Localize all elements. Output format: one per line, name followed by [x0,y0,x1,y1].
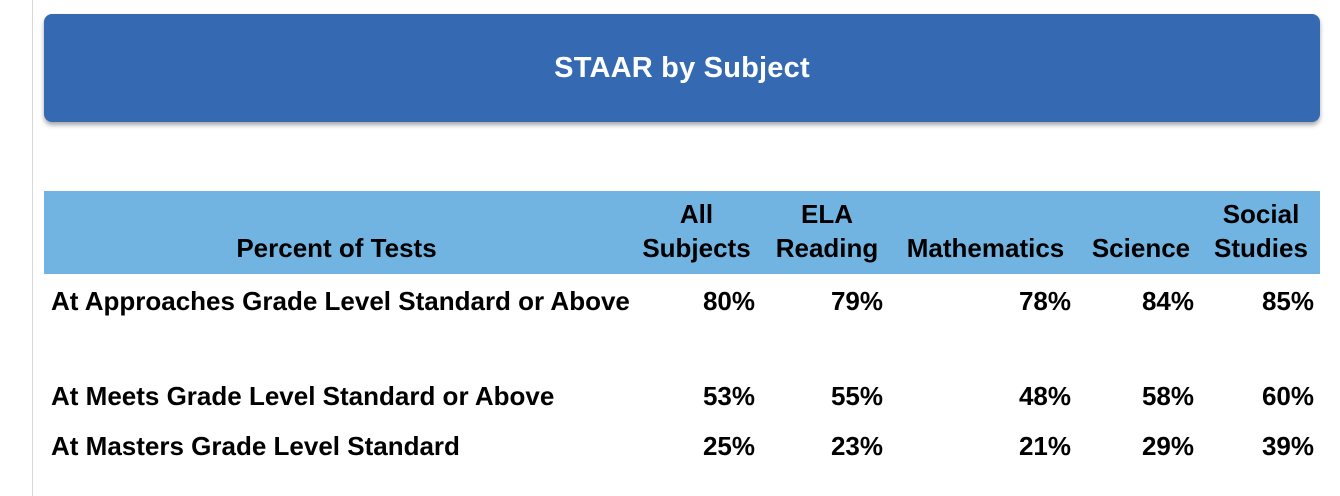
table-row: At Meets Grade Level Standard or Above 5… [44,369,1320,419]
cell-mathematics: 21% [1018,431,1071,461]
cell-mathematics: 48% [1018,381,1071,411]
header-percent-of-tests: Percent of Tests [236,233,437,263]
table-header-row: Percent of Tests All Subjects ELA Readin… [44,191,1320,274]
cell-social-studies: 85% [1261,286,1314,316]
header-all-subjects: All Subjects [642,199,751,263]
table-row: At Masters Grade Level Standard 25% 23% … [44,419,1320,469]
title-banner: STAAR by Subject [44,14,1320,122]
cell-ela-reading: 79% [830,286,883,316]
staar-subject-table: Percent of Tests All Subjects ELA Readin… [44,191,1320,469]
cell-social-studies: 60% [1261,381,1314,411]
table-row: At Approaches Grade Level Standard or Ab… [44,274,1320,369]
header-ela-reading: ELA Reading [775,199,879,263]
cell-mathematics: 78% [1018,286,1071,316]
cell-ela-reading: 23% [830,431,883,461]
cell-science: 84% [1141,286,1194,316]
cell-all-subjects: 53% [702,381,755,411]
page-left-border [32,0,33,496]
row-label: At Approaches Grade Level Standard or Ab… [51,286,630,316]
banner-title: STAAR by Subject [554,51,810,84]
header-science: Science [1091,233,1191,263]
cell-ela-reading: 55% [830,381,883,411]
cell-all-subjects: 80% [702,286,755,316]
cell-all-subjects: 25% [702,431,755,461]
cell-science: 29% [1141,431,1194,461]
row-label: At Meets Grade Level Standard or Above [51,381,555,411]
header-social-studies: Social Studies [1214,199,1308,263]
header-mathematics: Mathematics [906,233,1065,263]
cell-science: 58% [1141,381,1194,411]
row-label: At Masters Grade Level Standard [51,431,460,461]
cell-social-studies: 39% [1261,431,1314,461]
